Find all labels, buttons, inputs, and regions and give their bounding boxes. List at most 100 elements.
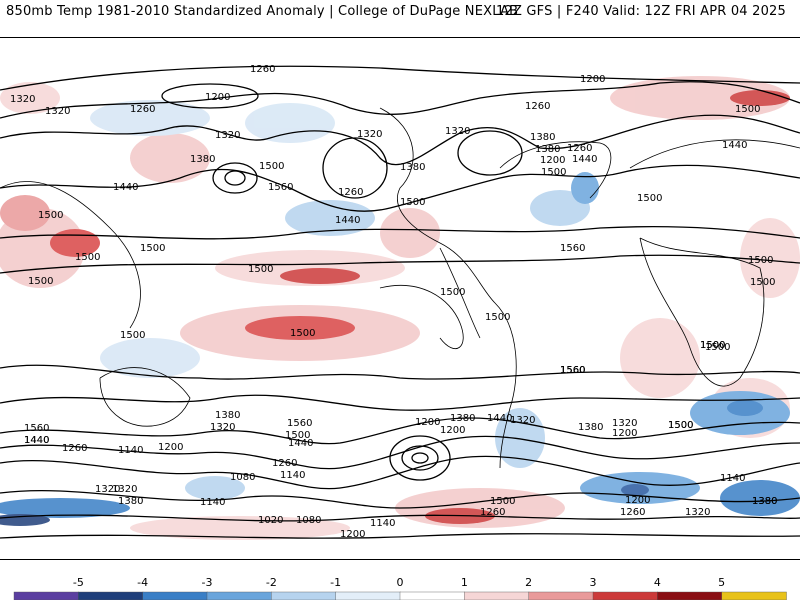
anomaly-map: 1260 1200 1320 1260 1380 1320 1200 1260 …: [0, 37, 800, 560]
contour-label: 1500: [259, 161, 284, 172]
contour-label: 1260: [130, 104, 155, 115]
colorbar-tick-label: 0: [397, 576, 404, 589]
contour-labels: 1260 1200 1320 1260 1380 1320 1200 1260 …: [10, 64, 777, 540]
contour-label: 1200: [158, 442, 183, 453]
contour-label: 1440: [113, 182, 138, 193]
contour-label: 1440: [572, 154, 597, 165]
contour-label: 1260: [272, 458, 297, 469]
colorbar-segment: [657, 591, 723, 600]
contour-label: 1380: [535, 144, 560, 155]
contour-label: 1560: [24, 423, 49, 434]
contour-label: 1140: [200, 497, 225, 508]
colorbar-tick-label: -4: [137, 576, 148, 589]
colorbar-segment: [399, 591, 466, 600]
contour-label: 1200: [205, 92, 230, 103]
contour-label: 1500: [668, 420, 693, 431]
contour-label: 1500: [668, 420, 693, 431]
contour-label: 1320: [112, 484, 137, 495]
colorbar-segment: [721, 591, 787, 600]
contour-label: 1380: [215, 410, 240, 421]
contour-label: 1440: [24, 435, 49, 446]
colorbar-segment: [592, 591, 659, 600]
colorbar-segment: [271, 591, 337, 600]
contour-label: 1380: [752, 496, 777, 507]
contour-label: 1380: [530, 132, 555, 143]
contour-label: 1560: [560, 365, 585, 376]
colorbar-tick-label: 5: [718, 576, 725, 589]
coastlines: [0, 107, 800, 469]
colorbar-segment: [78, 591, 144, 600]
contour-label: 1200: [612, 428, 637, 439]
contour-label: 1500: [140, 243, 165, 254]
contour-label: 1260: [567, 143, 592, 154]
contour-label: 1500: [750, 277, 775, 288]
contour-label: 1500: [120, 330, 145, 341]
colorbar-tick-label: 1: [461, 576, 468, 589]
contour-label: 1560: [560, 243, 585, 254]
contour-label: 1380: [118, 496, 143, 507]
contour-label: 1500: [290, 328, 315, 339]
contour-label: 1380: [578, 422, 603, 433]
contour-label: 1140: [280, 470, 305, 481]
contour-label: 1200: [440, 425, 465, 436]
contour-label: 1200: [625, 495, 650, 506]
anomaly-shading: [0, 76, 800, 540]
contour-label: 1320: [95, 484, 120, 495]
contour-label: 1500: [285, 430, 310, 441]
contour-label: 1080: [230, 472, 255, 483]
contour-label: 1500: [75, 252, 100, 263]
contour-label: 1260: [480, 507, 505, 518]
contour-label: 1440: [487, 413, 512, 424]
contour-label: 1500: [637, 193, 662, 204]
contour-label: 1500: [28, 276, 53, 287]
colorbar-segment: [528, 591, 594, 600]
contour-label: 1500: [700, 340, 725, 351]
contour-label: 1500: [735, 104, 760, 115]
contour-label: 1260: [620, 507, 645, 518]
contour-label: 1020: [258, 515, 283, 526]
contour-label: 1440: [24, 435, 49, 446]
contour-label: 1560: [268, 182, 293, 193]
contour-label: 1500: [38, 210, 63, 221]
contour-label: 1320: [612, 418, 637, 429]
colorbar-tick-label: 3: [590, 576, 597, 589]
contour-label: 1500: [400, 197, 425, 208]
colorbar-tick-label: -3: [202, 576, 213, 589]
model-run-info: 12Z GFS | F240 Valid: 12Z FRI APR 04 202…: [496, 4, 786, 19]
colorbar-segment: [142, 591, 208, 600]
contour-label: 1500: [485, 312, 510, 323]
colorbar-tick-label: -5: [73, 576, 84, 589]
contour-label: 1140: [720, 473, 745, 484]
contour-label: 1440: [335, 215, 360, 226]
contour-label: 1140: [370, 518, 395, 529]
contour-label: 1200: [540, 155, 565, 166]
contour-label: 1380: [450, 413, 475, 424]
contour-label: 1320: [210, 422, 235, 433]
contour-label: 1500: [541, 167, 566, 178]
contour-label: 1560: [287, 418, 312, 429]
contour-label: 1560: [560, 365, 585, 376]
colorbar-segment: [464, 591, 530, 600]
contour-label: 1320: [357, 129, 382, 140]
colorbar-tick-label: 4: [654, 576, 661, 589]
contour-label: 1320: [510, 415, 535, 426]
contour-label: 1140: [118, 445, 143, 456]
contour-label: 1500: [248, 264, 273, 275]
height-contours: [0, 65, 800, 539]
contour-label: 1440: [722, 140, 747, 151]
contour-label: 1200: [580, 74, 605, 85]
colorbar-tick-label: -1: [330, 576, 341, 589]
contour-label: 1440: [288, 438, 313, 449]
contour-label: 1200: [415, 417, 440, 428]
contour-label: 1560: [560, 365, 585, 376]
contour-label: 1380: [190, 154, 215, 165]
contour-label: 1200: [340, 529, 365, 540]
contour-label: 1260: [338, 187, 363, 198]
contour-label: 1380: [752, 496, 777, 507]
map-title: 850mb Temp 1981-2010 Standardized Anomal…: [6, 4, 519, 19]
colorbar-segment: [13, 591, 80, 600]
contour-label: 1320: [215, 130, 240, 141]
colorbar-tick-label: 2: [525, 576, 532, 589]
colorbar-segment: [206, 591, 273, 600]
contour-label: 1380: [400, 162, 425, 173]
